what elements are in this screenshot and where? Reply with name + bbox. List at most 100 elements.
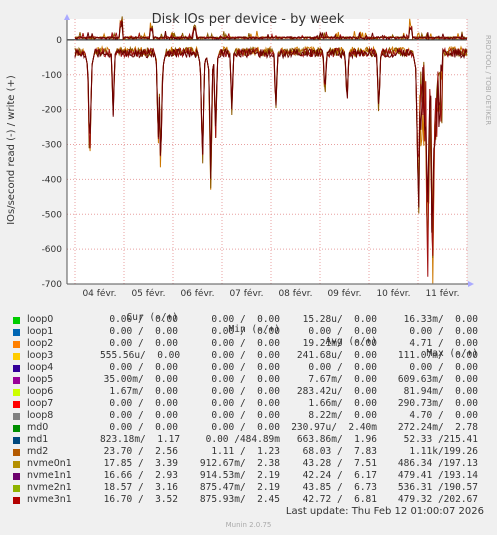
legend-swatch xyxy=(13,329,20,336)
legend-cur-value: 17.85 / 3.39 xyxy=(103,458,178,469)
legend-swatch xyxy=(13,485,20,492)
chart-svg: 0 -100 -200 -300 -400 -500 -600 -700 04 févr. 05… xyxy=(6,12,492,299)
legend-row: loop8 0.00 / 0.00 0.00 / 0.00 8.22m/ 0.00 4.… xyxy=(0,410,497,422)
y-axis-arrow-icon xyxy=(64,14,70,20)
y-tick-label: -700 xyxy=(42,280,63,290)
legend-row: loop7 0.00 / 0.00 0.00 / 0.00 1.66m/ 0.00 29… xyxy=(0,398,497,410)
legend-cur-value: 23.70 / 2.56 xyxy=(103,446,178,457)
legend-series-name: loop8 xyxy=(27,410,54,421)
x-tick-label: 09 févr. xyxy=(327,288,361,299)
y-tick-label: -600 xyxy=(42,245,63,255)
legend-row: nvme1n1 16.66 / 2.93 914.53m/ 2.19 42.24 / … xyxy=(0,470,497,482)
legend-max-value: 81.94m/ 0.00 xyxy=(403,386,478,397)
legend-cur-value: 16.66 / 2.93 xyxy=(103,470,178,481)
legend-cur-value: 0.00 / 0.00 xyxy=(109,338,178,349)
y-tick-label: -500 xyxy=(42,210,63,220)
y-tick-label: -400 xyxy=(42,175,63,185)
legend-max-value: 4.70 / 0.00 xyxy=(409,410,478,421)
legend-min-value: 875.47m/ 2.19 xyxy=(199,482,280,493)
legend-swatch xyxy=(13,437,20,444)
legend-max-value: 16.33m/ 0.00 xyxy=(403,314,478,325)
legend-row: nvme0n1 17.85 / 3.39 912.67m/ 2.38 43.28 / … xyxy=(0,458,497,470)
legend-avg-value: 0.00 / 0.00 xyxy=(308,326,377,337)
legend-avg-value: 43.85 / 6.73 xyxy=(302,482,377,493)
x-tick-label: 05 févr. xyxy=(131,288,165,299)
legend-avg-value: 15.28u/ 0.00 xyxy=(302,314,377,325)
legend-series-name: loop3 xyxy=(27,350,54,361)
legend-avg-value: 230.97u/ 2.40m xyxy=(291,422,377,433)
legend-row: loop3 555.56u/ 0.00 0.00 / 0.00 241.68u/ 0.… xyxy=(0,350,497,362)
legend-swatch xyxy=(13,389,20,396)
legend-min-value: 0.00 / 0.00 xyxy=(211,422,280,433)
legend-swatch xyxy=(13,413,20,420)
legend-max-value: 479.41 /193.14 xyxy=(397,470,478,481)
legend-max-value: 52.33 /215.41 xyxy=(403,434,478,445)
legend-series-name: nvme2n1 xyxy=(27,482,72,493)
legend-min-value: 875.93m/ 2.45 xyxy=(199,494,280,505)
legend-row: loop0 0.00 / 0.00 0.00 / 0.00 15.28u/ 0.00 1… xyxy=(0,314,497,326)
legend-cur-value: 0.00 / 0.00 xyxy=(109,314,178,325)
legend-max-value: 0.00 / 0.00 xyxy=(409,326,478,337)
series-lines xyxy=(74,16,468,284)
legend-row: md0 0.00 / 0.00 0.00 / 0.00 230.97u/ 2.40m 2… xyxy=(0,422,497,434)
side-watermark: RRDTOOL / TOBI OETIKER xyxy=(484,35,492,125)
legend-series-name: nvme1n1 xyxy=(27,470,72,481)
legend-min-value: 914.53m/ 2.19 xyxy=(199,470,280,481)
legend-max-value: 1.11k/199.26 xyxy=(409,446,478,457)
legend-header: Cur (-/+) Min (-/+) Avg (-/+) Max (-/+) xyxy=(0,300,497,359)
legend-avg-value: 663.86m/ 1.96 xyxy=(296,434,377,445)
legend-min-value: 0.00 / 0.00 xyxy=(211,386,280,397)
legend-min-value: 0.00 / 0.00 xyxy=(211,350,280,361)
last-update: Last update: Thu Feb 12 01:00:07 2026 xyxy=(285,506,484,517)
legend-min-value: 0.00 / 0.00 xyxy=(211,410,280,421)
legend-series-name: loop4 xyxy=(27,362,54,373)
legend-avg-value: 43.28 / 7.51 xyxy=(302,458,377,469)
legend-swatch xyxy=(13,317,20,324)
legend-swatch xyxy=(13,341,20,348)
legend-min-value: 0.00 / 0.00 xyxy=(211,314,280,325)
x-tick-label: 07 févr. xyxy=(229,288,263,299)
legend-row: md2 23.70 / 2.56 1.11 / 1.23 68.03 / 7.83 1.… xyxy=(0,446,497,458)
legend-min-value: 0.00 / 0.00 xyxy=(211,362,280,373)
series-line-read-nvme2n1 xyxy=(74,46,468,277)
legend-avg-value: 68.03 / 7.83 xyxy=(302,446,377,457)
legend-row: md1 823.18m/ 1.17 0.00 /484.89m 663.86m/ 1.… xyxy=(0,434,497,446)
y-axis-label: IOs/second read (-) / write (+) xyxy=(6,75,17,225)
legend-max-value: 4.71 / 0.00 xyxy=(409,338,478,349)
legend-cur-value: 16.70 / 3.52 xyxy=(103,494,178,505)
legend-max-value: 0.00 / 0.00 xyxy=(409,362,478,373)
legend-cur-value: 555.56u/ 0.00 xyxy=(100,350,181,361)
legend-series-name: md0 xyxy=(27,422,49,433)
legend-header-cur: Cur (-/+) xyxy=(126,312,178,323)
x-tick-label: 08 févr. xyxy=(278,288,312,299)
legend-cur-value: 1.67m/ 0.00 xyxy=(109,386,178,397)
legend-cur-value: 0.00 / 0.00 xyxy=(109,422,178,433)
x-tick-labels: 04 févr. 05 févr. 06 févr. 07 févr. 08 févr.… xyxy=(82,288,459,299)
legend-swatch xyxy=(13,461,20,468)
legend-row: loop4 0.00 / 0.00 0.00 / 0.00 0.00 / 0.00 0.… xyxy=(0,362,497,374)
legend-min-value: 0.00 /484.89m xyxy=(205,434,280,445)
legend-max-value: 272.24m/ 2.78 xyxy=(397,422,478,433)
legend-swatch xyxy=(13,353,20,360)
legend-min-value: 0.00 / 0.00 xyxy=(211,398,280,409)
legend-avg-value: 42.72 / 6.81 xyxy=(302,494,377,505)
legend-series-name: loop2 xyxy=(27,338,54,349)
legend-header-avg: Avg (-/+) xyxy=(325,336,377,347)
legend-swatch xyxy=(13,497,20,504)
legend-swatch xyxy=(13,401,20,408)
legend-cur-value: 18.57 / 3.16 xyxy=(103,482,178,493)
legend-header-min: Min (-/+) xyxy=(228,324,280,335)
legend-cur-value: 0.00 / 0.00 xyxy=(109,410,178,421)
legend-swatch xyxy=(13,473,20,480)
legend-series-name: loop1 xyxy=(27,326,54,337)
legend-swatch xyxy=(13,377,20,384)
legend-cur-value: 0.00 / 0.00 xyxy=(109,362,178,373)
legend-max-value: 479.32 /202.67 xyxy=(397,494,478,505)
legend-series-name: loop0 xyxy=(27,314,54,325)
legend-min-value: 0.00 / 0.00 xyxy=(211,326,280,337)
legend-series-name: md1 xyxy=(27,434,49,445)
y-tick-label: 0 xyxy=(56,36,62,46)
x-tick-label: 06 févr. xyxy=(180,288,214,299)
series-line-read-nvme3n1 xyxy=(74,47,468,233)
legend-series-name: nvme0n1 xyxy=(27,458,72,469)
